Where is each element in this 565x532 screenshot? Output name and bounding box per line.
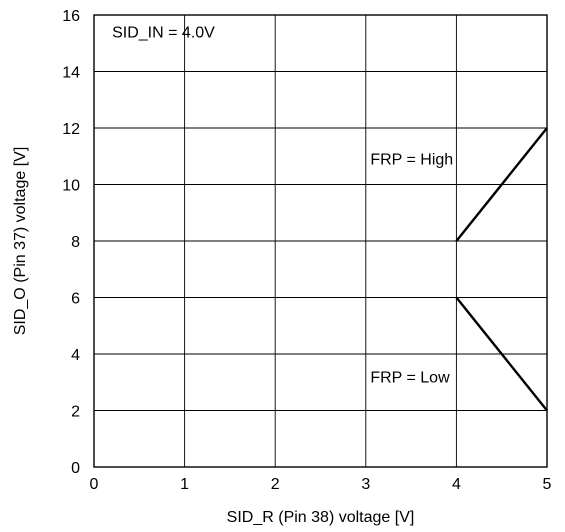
y-axis-label: SID_O (Pin 37) voltage [V] [12,147,29,336]
y-tick-label: 14 [62,65,80,82]
y-tick-label: 8 [71,234,80,251]
x-tick-labels: 0 1 2 3 4 5 [90,476,552,493]
annotation-label: FRP = Low [370,369,450,386]
y-tick-label: 6 [71,291,80,308]
x-tick-label: 3 [361,476,370,493]
series-group [455,127,548,412]
y-tick-label: 2 [71,404,80,421]
x-axis-label: SID_R (Pin 38) voltage [V] [227,509,415,526]
annotations: SID_IN = 4.0V FRP = High FRP = Low [112,25,453,387]
series-line [455,127,548,242]
annotation-label: SID_IN = 4.0V [112,25,215,42]
y-tick-label: 16 [62,8,80,25]
y-tick-label: 0 [71,460,80,477]
y-tick-label: 4 [71,347,80,364]
x-tick-label: 0 [90,476,99,493]
annotation-label: FRP = High [370,152,453,169]
y-tick-labels: 0 2 4 6 8 10 12 14 16 [62,8,80,477]
plot-frame [93,14,548,468]
x-tick-label: 2 [271,476,280,493]
series-line [455,296,548,412]
y-tick-label: 12 [62,121,80,138]
y-tick-label: 10 [62,178,80,195]
x-tick-label: 5 [543,476,552,493]
x-tick-label: 1 [180,476,189,493]
x-tick-label: 4 [452,476,461,493]
grid [93,14,548,468]
